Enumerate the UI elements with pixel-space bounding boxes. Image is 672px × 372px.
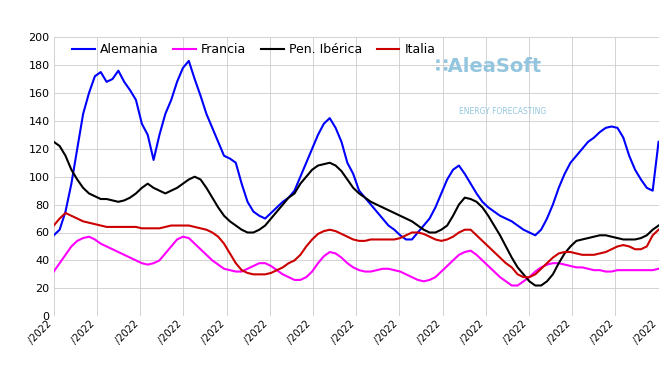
Text: ∷AleaSoft: ∷AleaSoft — [435, 57, 542, 76]
Legend: Alemania, Francia, Pen. Ibérica, Italia: Alemania, Francia, Pen. Ibérica, Italia — [72, 44, 435, 57]
Text: ENERGY FORECASTING: ENERGY FORECASTING — [459, 107, 546, 116]
